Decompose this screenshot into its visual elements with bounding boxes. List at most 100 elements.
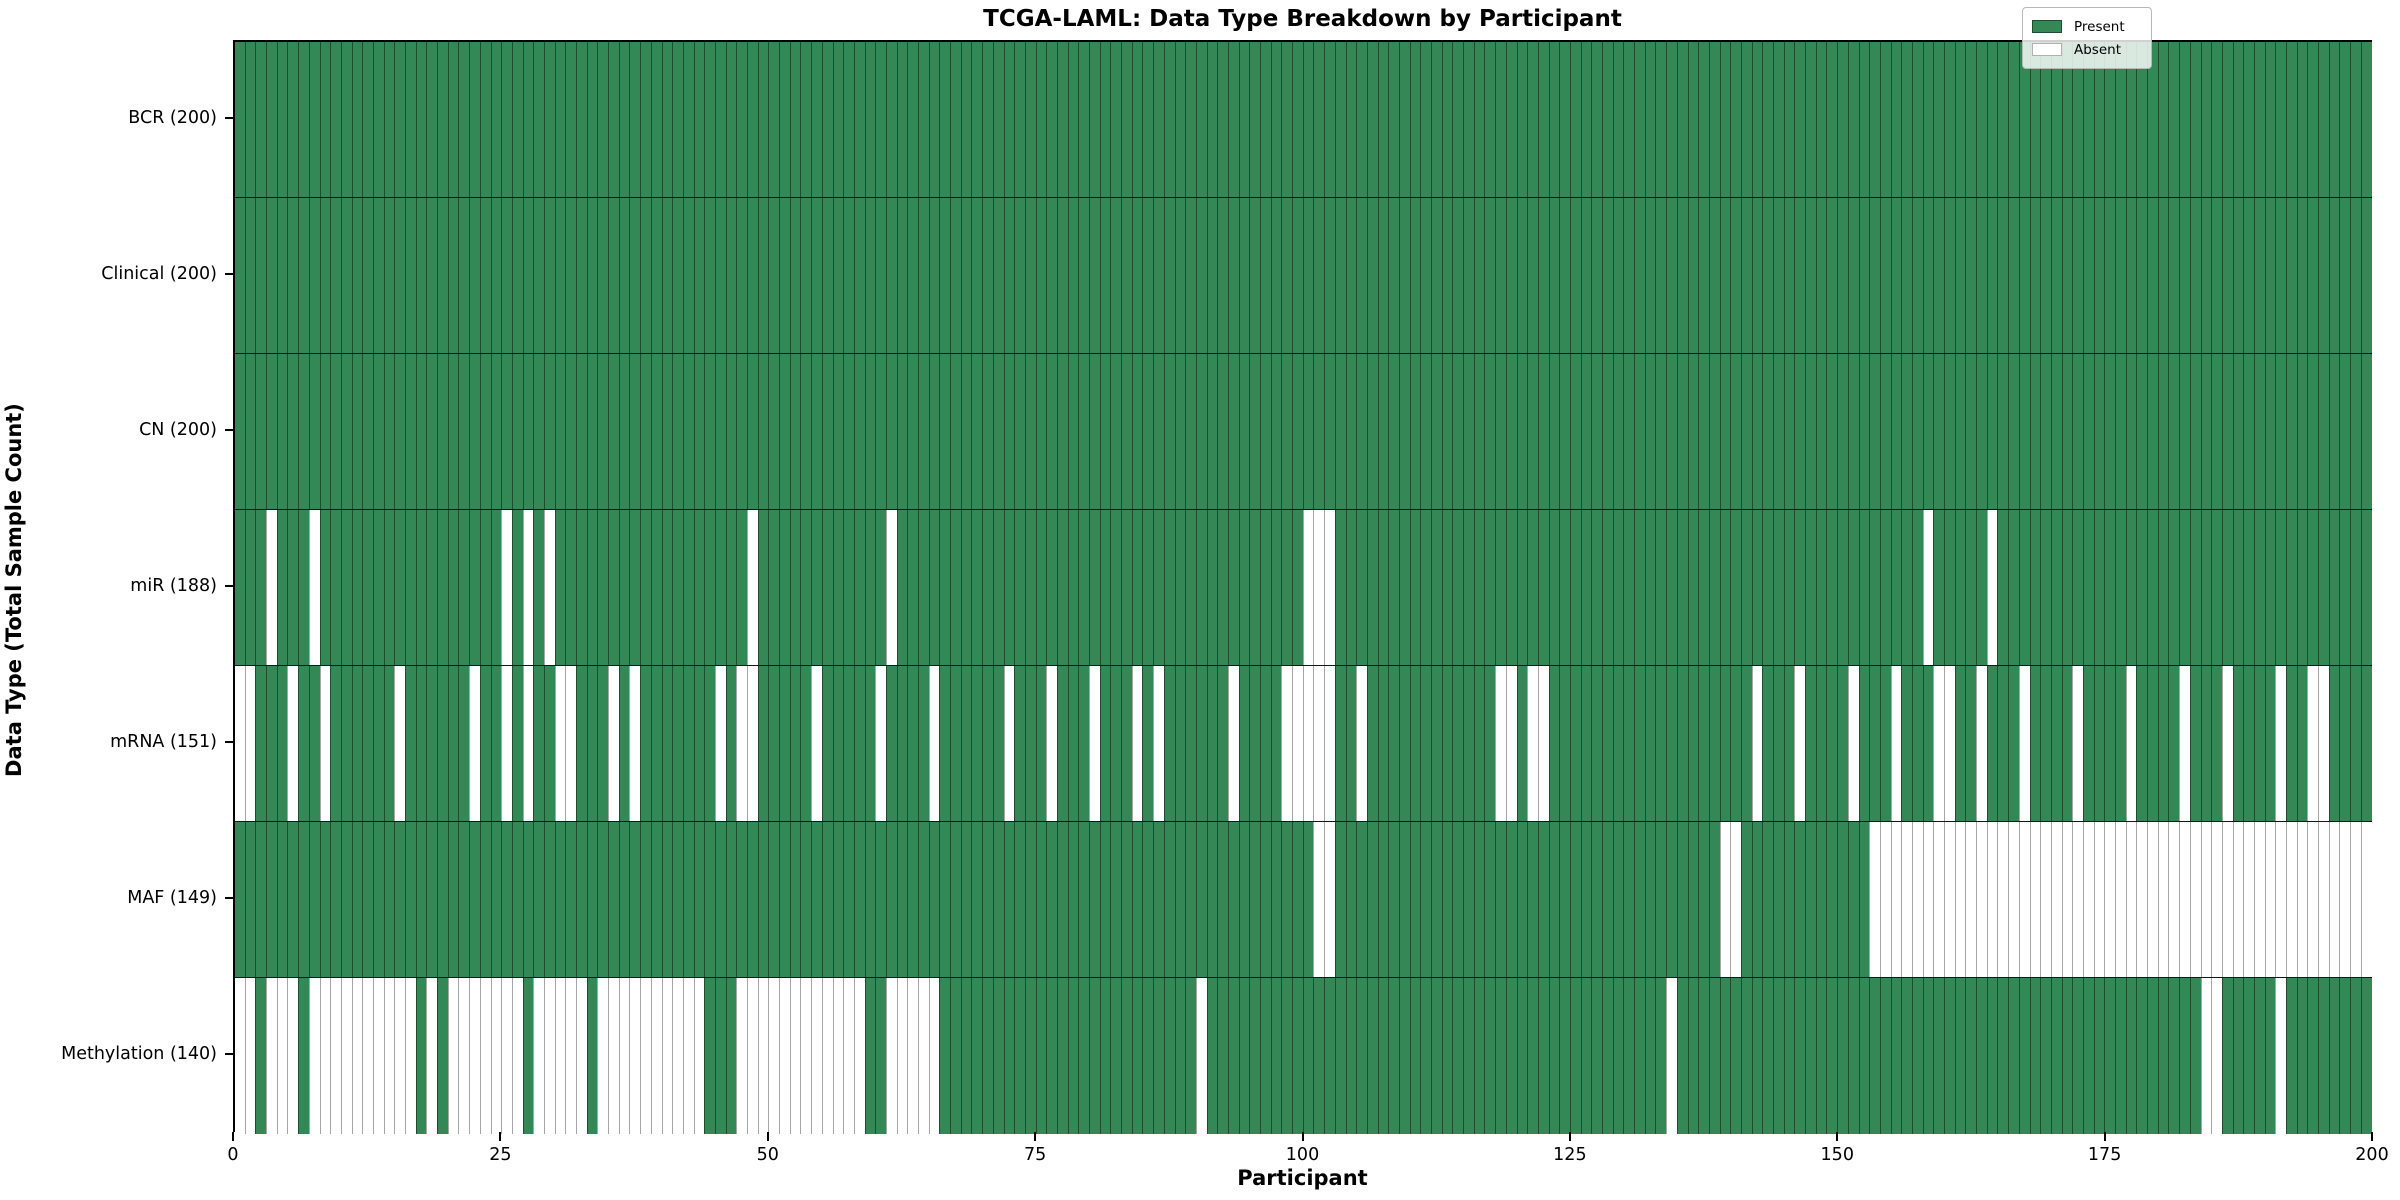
cell: [554, 510, 566, 665]
cell: [1195, 42, 1207, 197]
cell: [565, 198, 576, 353]
cell: [1976, 666, 1987, 821]
heatmap-row-mir: [235, 510, 2372, 666]
cell: [1377, 510, 1389, 665]
cell: [2008, 978, 2019, 1134]
cell: [2040, 354, 2051, 509]
cell: [2082, 510, 2094, 665]
cell: [1153, 978, 1164, 1134]
cell: [1676, 978, 1688, 1134]
cell: [576, 354, 587, 509]
cell: [1890, 510, 1902, 665]
cell: [1238, 510, 1250, 665]
cell: [1837, 978, 1848, 1134]
cell: [1495, 978, 1506, 1134]
cell: [235, 666, 245, 821]
cell: [1666, 354, 1677, 509]
cell: [266, 510, 277, 665]
cell: [1388, 198, 1399, 353]
cell: [2104, 198, 2115, 353]
cell: [1163, 42, 1175, 197]
cell: [1559, 822, 1570, 977]
cell: [543, 822, 555, 977]
cell: [2264, 978, 2276, 1134]
cell: [2243, 354, 2254, 509]
cell: [1377, 42, 1389, 197]
cell: [405, 978, 416, 1134]
cell: [1634, 666, 1645, 821]
cell: [950, 198, 961, 353]
cell: [1014, 354, 1025, 509]
cell: [1260, 198, 1271, 353]
cell: [1516, 822, 1528, 977]
cell: [1612, 354, 1624, 509]
cell: [1826, 42, 1838, 197]
cell: [800, 198, 812, 353]
cell: [1292, 510, 1303, 665]
cell: [1217, 978, 1228, 1134]
cell: [351, 666, 363, 821]
cell: [2189, 822, 2201, 977]
cell: [2082, 198, 2094, 353]
cell: [1313, 666, 1325, 821]
heatmap-row-clinical: [235, 198, 2372, 354]
cell: [1976, 42, 1987, 197]
cell: [2360, 822, 2372, 977]
cell: [266, 666, 277, 821]
cell: [1548, 198, 1560, 353]
legend: Present Absent: [2022, 7, 2152, 69]
cell: [597, 42, 609, 197]
cell: [1986, 822, 1998, 977]
cell: [1730, 978, 1741, 1134]
cell: [1217, 822, 1228, 977]
cell: [543, 978, 555, 1134]
cell: [896, 666, 908, 821]
cell: [2339, 42, 2351, 197]
cell: [1238, 354, 1250, 509]
cell: [2147, 354, 2158, 509]
cell: [1815, 822, 1827, 977]
cell: [2050, 822, 2062, 977]
cell: [1463, 42, 1474, 197]
cell: [2029, 354, 2041, 509]
cell: [2147, 666, 2158, 821]
cell: [2157, 42, 2169, 197]
cell: [447, 42, 459, 197]
cell: [2189, 978, 2201, 1134]
cell: [885, 978, 897, 1134]
cell: [1366, 978, 1378, 1134]
cell: [1505, 42, 1517, 197]
y-tick-label: mRNA (151): [110, 732, 217, 752]
cell: [1292, 978, 1303, 1134]
cell: [1473, 198, 1485, 353]
cell: [1602, 198, 1613, 353]
cell: [469, 978, 480, 1134]
cell: [2211, 978, 2222, 1134]
x-tick-mark: [2371, 1132, 2373, 1141]
cell: [768, 666, 780, 821]
cell: [1986, 666, 1998, 821]
cell: [811, 510, 822, 665]
cell: [982, 666, 993, 821]
cell: [1377, 198, 1389, 353]
cell: [351, 198, 363, 353]
cell: [1612, 978, 1624, 1134]
cell: [2200, 510, 2212, 665]
cell: [2029, 822, 2041, 977]
cell: [2040, 198, 2051, 353]
y-tick-label: miR (188): [130, 576, 217, 596]
cell: [1142, 510, 1154, 665]
cell: [1847, 978, 1859, 1134]
cell: [950, 666, 961, 821]
cell: [458, 822, 470, 977]
cell: [437, 822, 448, 977]
x-tick-mark: [766, 1132, 769, 1141]
cell: [971, 978, 983, 1134]
cell: [1441, 978, 1453, 1134]
cell: [1313, 510, 1325, 665]
cell: [661, 978, 673, 1134]
cell: [1099, 354, 1111, 509]
cell: [1163, 978, 1175, 1134]
cell: [1858, 510, 1870, 665]
cell: [1302, 198, 1314, 353]
